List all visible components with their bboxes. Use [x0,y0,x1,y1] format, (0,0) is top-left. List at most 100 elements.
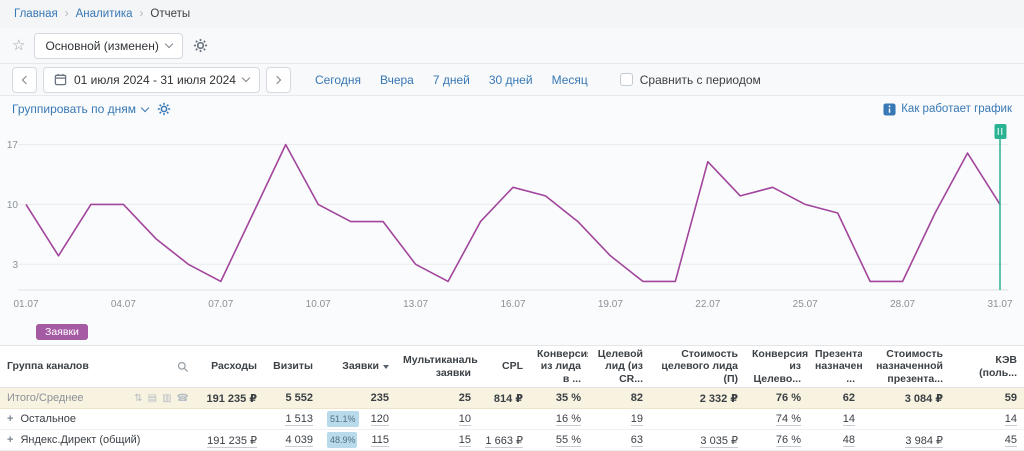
report-selector[interactable]: Основной (изменен) [34,33,182,59]
cell-value-link[interactable]: 74 % [776,413,801,426]
table-row: +Остальное1 51351.1%1201016 %1974 %1414 [0,409,1024,430]
date-preset-1[interactable]: Сегодня [315,73,361,87]
table-cell: 19 [588,409,650,430]
group-by-selector[interactable]: Группировать по дням [12,102,148,116]
column-header-7[interactable]: Конверсия из лида в ... [530,346,588,388]
cell-value-link[interactable]: 4 039 [285,434,313,447]
column-header-1[interactable]: Группа каналов [0,346,196,388]
table-cell: 10 [396,409,478,430]
legend-zayavki[interactable]: Заявки [36,324,88,340]
cell-value-link[interactable]: 120 [371,413,389,426]
group-bar: Группировать по дням Как работает график [0,96,1024,122]
favorite-star-icon[interactable]: ☆ [12,38,25,53]
cell-value-link[interactable]: 1 513 [285,413,313,426]
total-value: 62 [843,392,855,404]
breadcrumb-item-1[interactable]: Главная [14,8,58,20]
chart-help-link[interactable]: Как работает график [883,103,1012,116]
cell-value-link[interactable]: 3 035 ₽ [700,435,738,448]
cell-value-link[interactable]: 16 % [556,413,581,426]
breadcrumb-item-3: Отчеты [150,8,190,20]
column-header-11[interactable]: Презентац... назначена ... [808,346,862,388]
share-percent: 48.9% [327,435,356,445]
channel-group-cell: Итого/Среднее ⇅ ▤ ▥ ☎ [0,388,196,409]
compare-checkbox[interactable] [620,73,633,86]
column-header-12[interactable]: Стоимость назначенной презента... [862,346,950,388]
prev-period-button[interactable] [12,67,37,93]
cell-value-link[interactable]: 15 [459,434,471,447]
table-cell: 1 513 [264,409,320,430]
table-cell: 62 [808,388,862,409]
cell-value-link[interactable]: 10 [459,413,471,426]
svg-text:07.07: 07.07 [208,299,233,310]
column-header-6[interactable]: CPL [478,346,530,388]
column-header-label: Группа каналов [7,360,89,372]
total-value: 191 235 ₽ [207,393,257,405]
cell-value-link[interactable]: 48 [843,434,855,447]
date-preset-3[interactable]: 7 дней [433,73,470,87]
y-axis: 31017 [7,140,1008,290]
line-chart[interactable]: 3101701.0704.0707.0710.0713.0716.0719.07… [0,122,1024,314]
cell-value-link[interactable]: 1 663 ₽ [485,435,523,448]
breadcrumb-item-2[interactable]: Аналитика [76,8,133,20]
date-preset-2[interactable]: Вчера [380,73,414,87]
cell-value-link[interactable]: 45 [1005,434,1017,447]
cell-value-link[interactable]: 14 [1005,413,1017,426]
cell-value-link[interactable]: 19 [631,413,643,426]
expand-row-button[interactable]: + [7,413,13,425]
table-row: + Яндекс.Директ (общий) 191 235 ₽ 4 039 48.9… [0,430,1024,451]
total-value: 814 ₽ [494,393,523,405]
date-preset-4[interactable]: 30 дней [489,73,533,87]
info-icon [883,103,896,116]
chevron-left-icon [21,75,29,83]
table-header-row: Группа каналов Расходы Визиты Заявки Мультик… [0,346,1024,388]
column-header-9[interactable]: Стоимость целевого лида (П) [650,346,745,388]
column-header-label: Визиты [273,360,313,372]
svg-text:17: 17 [7,140,19,151]
column-header-3[interactable]: Визиты [264,346,320,388]
columns-view-icon[interactable]: ▥ [162,393,171,404]
total-value: 5 552 [285,392,313,404]
cell-value-link[interactable]: 76 % [776,434,801,447]
cell-value-link[interactable]: 63 [631,434,643,447]
date-range-selector[interactable]: 01 июля 2024 - 31 июля 2024 [43,67,260,93]
expand-row-button[interactable]: + [7,434,13,446]
column-header-5[interactable]: Мультиканальные заявки [396,346,478,388]
compare-period[interactable]: Сравнить с периодом [620,73,761,87]
next-period-button[interactable] [266,67,291,93]
column-header-4[interactable]: Заявки [320,346,396,388]
svg-text:22.07: 22.07 [695,299,720,310]
column-header-10[interactable]: Конверсия из Целево... [745,346,808,388]
breadcrumb-separator: › [65,8,69,20]
table-cell: 76 % [745,388,808,409]
brush-handle[interactable] [995,124,1007,139]
cell-value-link[interactable]: 191 235 ₽ [207,435,257,448]
search-icon[interactable] [177,361,189,373]
report-settings-gear-icon[interactable] [193,38,208,53]
channel-group-name[interactable]: Остальное [20,413,76,425]
calendar-icon [54,73,67,86]
column-header-label: Заявки [342,360,379,372]
channel-group-name[interactable]: Яндекс.Директ (общий) [20,434,140,446]
channel-group-name: Итого/Среднее [7,392,84,404]
table-cell: 14 [950,409,1024,430]
column-header-label: Целевой лид (из CR... [598,348,643,385]
svg-text:04.07: 04.07 [111,299,136,310]
cell-value-link[interactable]: 3 984 ₽ [905,435,943,448]
total-value: 76 % [776,392,801,404]
column-header-label: Стоимость назначенной презента... [876,348,943,385]
table-cell: 15 [396,430,478,451]
table-cell: 25 [396,388,478,409]
column-header-13[interactable]: КЭВ (поль... [950,346,1024,388]
cell-value-link[interactable]: 55 % [556,434,581,447]
column-header-label: КЭВ (поль... [979,354,1017,378]
sort-rows-icon[interactable]: ⇅ [134,393,142,404]
phone-calls-icon[interactable]: ☎ [177,393,189,404]
chart-settings-gear-icon[interactable] [157,102,171,116]
column-header-2[interactable]: Расходы [196,346,264,388]
column-header-label: Конверсия из лида в ... [537,348,588,385]
cell-value-link[interactable]: 115 [371,434,389,447]
column-header-8[interactable]: Целевой лид (из CR... [588,346,650,388]
cell-value-link[interactable]: 14 [843,413,855,426]
date-preset-5[interactable]: Месяц [552,73,588,87]
table-view-icon[interactable]: ▤ [148,393,157,404]
